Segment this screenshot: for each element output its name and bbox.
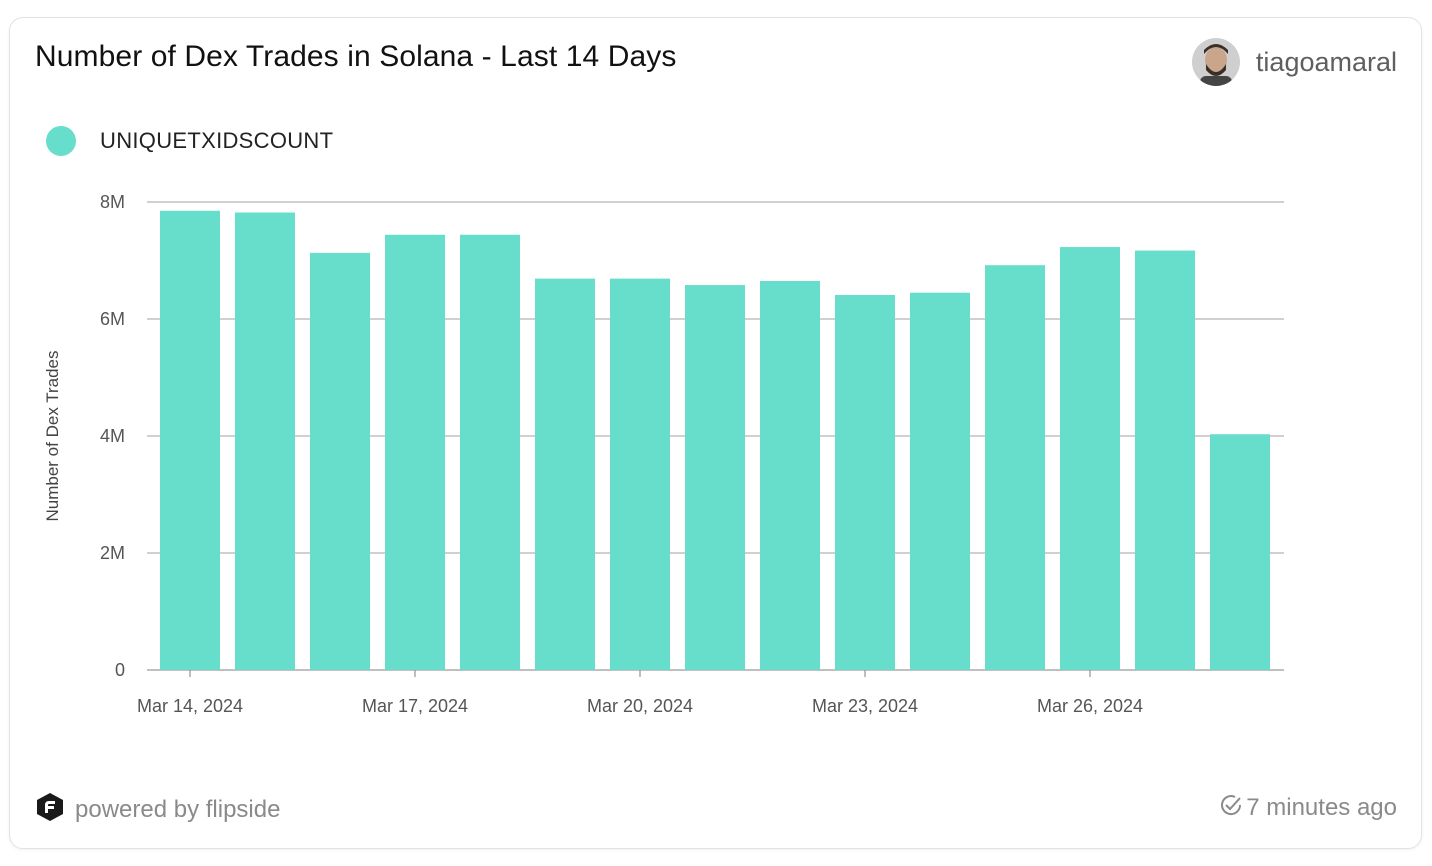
- updated-text: 7 minutes ago: [1246, 793, 1397, 821]
- bar[interactable]: [610, 278, 670, 670]
- legend: UNIQUETXIDSCOUNT: [46, 126, 333, 156]
- author-name[interactable]: tiagoamaral: [1255, 46, 1397, 77]
- flipside-logo-icon: [35, 792, 65, 827]
- legend-label[interactable]: UNIQUETXIDSCOUNT: [100, 128, 334, 153]
- check-clock-icon: [1218, 792, 1244, 823]
- y-tick-label: 6M: [100, 309, 125, 329]
- x-tick-label: Mar 26, 2024: [1037, 696, 1143, 716]
- bar[interactable]: [1060, 247, 1120, 671]
- y-tick-label: 4M: [100, 426, 125, 446]
- x-tick-label: Mar 23, 2024: [812, 696, 918, 716]
- bar[interactable]: [310, 252, 370, 670]
- bar[interactable]: [160, 210, 220, 670]
- powered-by-text: powered by flipside: [75, 795, 281, 823]
- bar[interactable]: [685, 285, 745, 670]
- legend-swatch[interactable]: [46, 126, 76, 156]
- x-tick-label: Mar 20, 2024: [587, 696, 693, 716]
- x-tick-label: Mar 17, 2024: [362, 696, 468, 716]
- bar[interactable]: [1210, 434, 1270, 670]
- y-axis-title: Number of Dex Trades: [43, 350, 62, 521]
- powered-by[interactable]: powered by flipside: [35, 792, 280, 827]
- bar[interactable]: [460, 234, 520, 670]
- avatar[interactable]: [1191, 38, 1240, 86]
- bar[interactable]: [760, 280, 820, 670]
- bar[interactable]: [385, 234, 445, 670]
- bar[interactable]: [1135, 250, 1195, 670]
- last-updated: 7 minutes ago: [1218, 792, 1397, 823]
- bar[interactable]: [535, 278, 595, 670]
- y-tick-label: 8M: [100, 192, 125, 212]
- chart-title: Number of Dex Trades in Solana - Last 14…: [35, 40, 677, 73]
- y-tick-label: 2M: [100, 543, 125, 563]
- bar[interactable]: [910, 292, 970, 670]
- bar[interactable]: [985, 265, 1045, 670]
- author[interactable]: tiagoamaral: [1191, 38, 1397, 86]
- x-tick-label: Mar 14, 2024: [137, 696, 243, 716]
- bar[interactable]: [235, 212, 295, 670]
- bar[interactable]: [835, 295, 895, 670]
- y-tick-label: 0: [115, 660, 125, 680]
